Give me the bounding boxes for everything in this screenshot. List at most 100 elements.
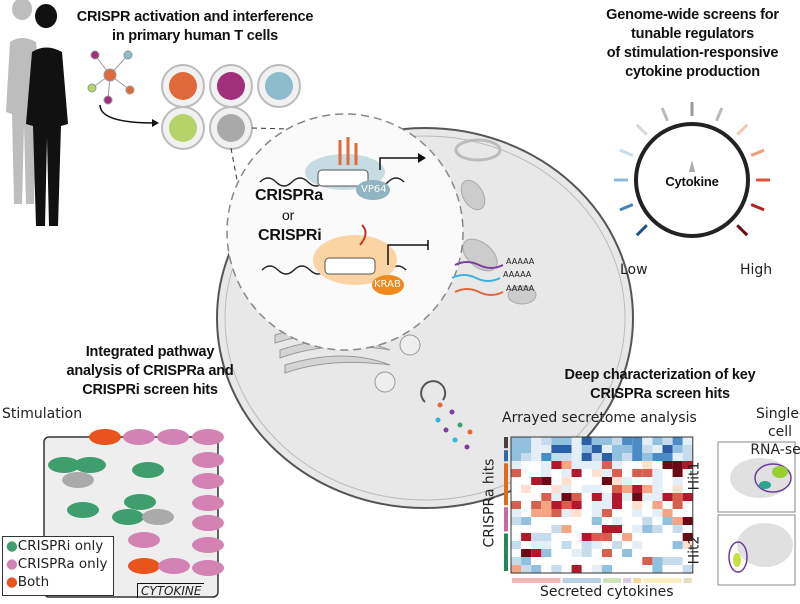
heatmap-cell [672, 549, 683, 557]
pathway-node [124, 494, 156, 510]
pathway-node [112, 509, 144, 525]
crispri-label: CRISPRi [258, 227, 322, 244]
heatmap-cell [622, 477, 633, 485]
row-group-bar [504, 437, 508, 449]
heatmap-cell [581, 437, 592, 445]
pathway-node [158, 558, 190, 574]
heatmap-cell [581, 501, 592, 509]
heatmap-cell [581, 469, 592, 477]
heatmap-cell [622, 493, 633, 501]
heatmap-cell [551, 541, 562, 549]
heatmap-cell [682, 453, 693, 461]
dial-tick [619, 148, 634, 157]
heatmap-cell [591, 469, 602, 477]
heatmap-cell [682, 557, 693, 565]
heatmap-cell [571, 565, 582, 573]
pathway-node [48, 457, 80, 473]
heatmap-cell [581, 461, 592, 469]
heatmap-cell [551, 525, 562, 533]
heatmap-cell [551, 493, 562, 501]
heatmap-cell [662, 453, 673, 461]
centriole [454, 138, 502, 162]
heatmap-cell [531, 493, 542, 501]
heatmap-cell [531, 445, 542, 453]
heatmap-cell [511, 501, 522, 509]
heatmap-cell [662, 485, 673, 493]
heatmap-cell [581, 485, 592, 493]
heatmap-cell [571, 485, 582, 493]
hit1-label: Hit1 [686, 461, 703, 491]
heatmap-cell [511, 477, 522, 485]
heatmap-cell [531, 453, 542, 461]
heatmap-cell [601, 493, 612, 501]
heatmap-cell [642, 533, 653, 541]
heatmap-cell [682, 469, 693, 477]
dial-tick [660, 107, 669, 122]
heatmap-cell [632, 525, 643, 533]
heatmap-cell [591, 477, 602, 485]
heatmap-cell [682, 525, 693, 533]
polya-tail: AAAAA [506, 257, 535, 266]
heatmap-cell [511, 525, 522, 533]
pathway-node [74, 457, 106, 473]
heatmap-cell [541, 437, 552, 445]
heatmap-cell [672, 509, 683, 517]
transduction-arrow [99, 104, 156, 124]
heatmap-cell [561, 469, 572, 477]
heatmap-cell [652, 445, 663, 453]
heatmap-cell [622, 509, 633, 517]
heatmap-cell [551, 509, 562, 517]
cytokine-dial[interactable] [634, 122, 750, 238]
heatmap-cell [612, 461, 623, 469]
crispra-label: CRISPRa [255, 187, 323, 204]
heatmap-cell [551, 517, 562, 525]
polya-tail: AAAAA [506, 284, 535, 293]
heatmap-cell [612, 517, 623, 525]
heatmap-cell [591, 485, 602, 493]
polya-tail: AAAAA [503, 270, 532, 279]
heatmap-cell [521, 541, 532, 549]
heatmap-cell [561, 501, 572, 509]
heatmap-cell [642, 549, 653, 557]
heatmap-cell [612, 541, 623, 549]
heatmap-cell [622, 557, 633, 565]
heatmap-cell [531, 565, 542, 573]
heatmap-cell [571, 557, 582, 565]
heatmap-cell [551, 469, 562, 477]
heatmap-cell [632, 565, 643, 573]
heatmap-cell [541, 477, 552, 485]
heatmap-cell [662, 549, 673, 557]
heatmap-cell [591, 461, 602, 469]
heatmap-cell [632, 493, 643, 501]
heatmap-cell [612, 549, 623, 557]
heatmap-cell [561, 557, 572, 565]
heatmap-cell [581, 557, 592, 565]
column-group-bar [683, 578, 692, 583]
heatmap-cell [591, 437, 602, 445]
heatmap-cell [521, 461, 532, 469]
title-line: tunable regulators [631, 26, 754, 42]
heatmap-cell [601, 461, 612, 469]
heatmap-cell [531, 525, 542, 533]
heatmap-cell [662, 533, 673, 541]
heatmap-cell [561, 477, 572, 485]
dial-tick [750, 203, 765, 212]
heatmap-cell [682, 541, 693, 549]
heatmap-cell [622, 501, 633, 509]
heatmap-cell [541, 445, 552, 453]
dial-tick [736, 123, 749, 136]
pathway-node [192, 495, 224, 511]
heatmap-cell [601, 453, 612, 461]
heatmap-cell [521, 549, 532, 557]
title-line: Genome-wide screens for [606, 7, 779, 23]
hit2-label: Hit2 [686, 535, 703, 565]
heatmap-cell [521, 533, 532, 541]
heatmap-cell [662, 501, 673, 509]
heatmap-cell [521, 501, 532, 509]
heatmap-cell [571, 461, 582, 469]
heatmap-cell [511, 533, 522, 541]
heatmap-cell [652, 549, 663, 557]
heatmap-cell [511, 469, 522, 477]
heatmap-cell [561, 445, 572, 453]
heatmap-cell [511, 493, 522, 501]
